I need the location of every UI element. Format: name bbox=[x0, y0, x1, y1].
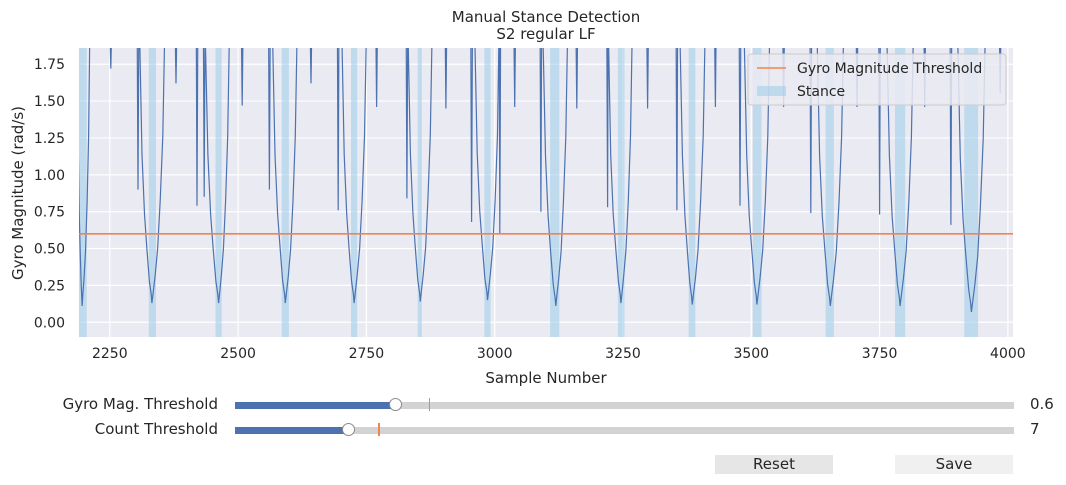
count-threshold-fill bbox=[235, 427, 349, 434]
stance-region bbox=[79, 48, 87, 337]
stance-region bbox=[894, 48, 906, 337]
x-tick-label: 3750 bbox=[862, 346, 898, 362]
x-tick-label: 2250 bbox=[92, 346, 128, 362]
y-tick-label: 1.25 bbox=[34, 131, 65, 147]
stance-region bbox=[281, 48, 289, 337]
gyro-magnitude-line bbox=[79, 48, 1002, 312]
stance-region bbox=[484, 48, 491, 337]
gyro-threshold-handle[interactable] bbox=[389, 398, 403, 411]
x-tick-label: 3000 bbox=[477, 346, 513, 362]
legend: Gyro Magnitude Threshold Stance bbox=[747, 53, 1007, 106]
x-tick-label: 4000 bbox=[990, 346, 1026, 362]
save-button[interactable]: Save bbox=[895, 455, 1013, 474]
stance-region bbox=[964, 48, 979, 337]
y-tick-label: 1.75 bbox=[34, 57, 65, 73]
x-axis-label: Sample Number bbox=[485, 369, 607, 387]
count-threshold-slider[interactable] bbox=[235, 423, 1014, 436]
y-tick-label: 1.50 bbox=[34, 94, 65, 110]
gyro-threshold-initial-marker bbox=[428, 398, 431, 411]
reset-button[interactable]: Reset bbox=[715, 455, 833, 474]
y-tick-label: 0.00 bbox=[34, 315, 65, 331]
count-threshold-slider-row: Count Threshold 7 bbox=[0, 420, 1066, 440]
x-tick-label: 2500 bbox=[220, 346, 256, 362]
chart: Manual Stance Detection S2 regular LF 22… bbox=[9, 8, 1026, 387]
stance-region bbox=[148, 48, 156, 337]
gyro-threshold-slider-row: Gyro Mag. Threshold 0.6 bbox=[0, 395, 1066, 415]
stance-region bbox=[215, 48, 222, 337]
chart-subtitle: S2 regular LF bbox=[496, 25, 595, 43]
stance-region bbox=[550, 48, 560, 337]
x-tick-label: 2750 bbox=[349, 346, 385, 362]
x-tick-label: 3250 bbox=[605, 346, 641, 362]
legend-stance-label: Stance bbox=[797, 84, 845, 100]
gyro-threshold-slider[interactable] bbox=[235, 398, 1014, 411]
tick-labels: 2250 2500 2750 3000 3250 3500 3750 4000 0.00 0.25… bbox=[34, 57, 1026, 362]
x-tick-label: 3500 bbox=[733, 346, 769, 362]
legend-threshold-label: Gyro Magnitude Threshold bbox=[797, 61, 982, 77]
legend-stance-swatch bbox=[757, 86, 786, 96]
stance-region bbox=[752, 48, 762, 337]
gyro-threshold-fill bbox=[235, 402, 397, 409]
grid bbox=[79, 48, 1013, 337]
y-tick-label: 1.00 bbox=[34, 168, 65, 184]
y-tick-label: 0.25 bbox=[34, 278, 65, 294]
stance-region bbox=[688, 48, 696, 337]
stance-region bbox=[417, 48, 422, 337]
count-threshold-handle[interactable] bbox=[341, 423, 355, 436]
count-threshold-value: 7 bbox=[1030, 420, 1040, 438]
stance-region bbox=[617, 48, 625, 337]
count-threshold-initial-marker bbox=[378, 423, 380, 436]
gyro-threshold-value: 0.6 bbox=[1030, 395, 1054, 413]
y-tick-label: 0.50 bbox=[34, 242, 65, 258]
chart-title: Manual Stance Detection bbox=[452, 8, 641, 26]
count-threshold-label: Count Threshold bbox=[94, 420, 218, 438]
legend-box bbox=[747, 53, 1007, 106]
gyro-threshold-label: Gyro Mag. Threshold bbox=[62, 395, 218, 413]
stance-regions bbox=[79, 48, 979, 337]
stance-region bbox=[825, 48, 834, 337]
stance-region bbox=[350, 48, 358, 337]
series-layer bbox=[79, 48, 1013, 312]
y-axis-label: Gyro Magnitude (rad/s) bbox=[9, 106, 27, 280]
y-tick-label: 0.75 bbox=[34, 205, 65, 221]
